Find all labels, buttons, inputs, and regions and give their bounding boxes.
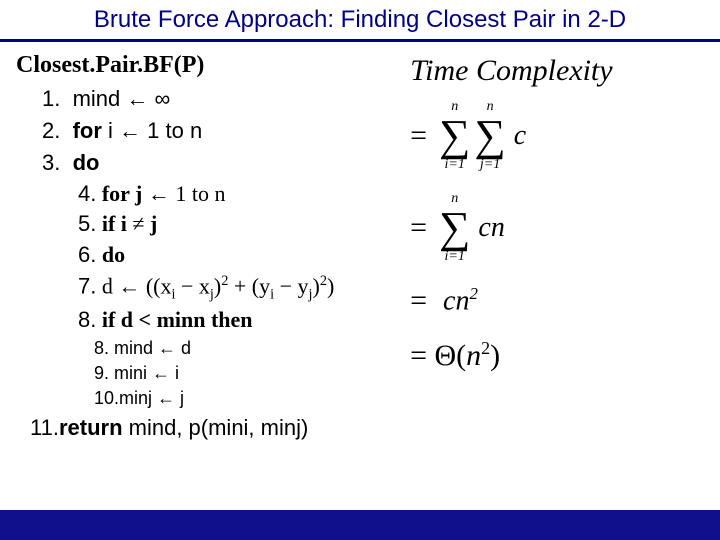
algo-line-4: 4. for j ← 1 to n xyxy=(78,179,370,210)
equals-icon: = xyxy=(410,211,427,245)
slide-title: Brute Force Approach: Finding Closest Pa… xyxy=(94,6,626,34)
algorithm-column: Closest.Pair.BF(P) 1. mind ← ∞ 2. for i … xyxy=(0,42,380,510)
line-num: 11. xyxy=(30,415,59,440)
sigma-glyph: ∑ xyxy=(439,206,470,250)
line-text: mind ← ∞ xyxy=(73,86,171,111)
var-j: j xyxy=(150,211,157,236)
algo-line-6: 6. do xyxy=(78,240,370,271)
complexity-column: Time Complexity = n ∑ i=1 n ∑ j=1 c = n … xyxy=(380,42,720,510)
kw-do: do xyxy=(73,150,100,175)
kw-return: return xyxy=(59,415,123,440)
expr: − y xyxy=(274,273,308,298)
line-num: 1. xyxy=(42,86,60,111)
expr: − x xyxy=(176,273,210,298)
term-c: c xyxy=(514,120,526,152)
line-num: 2. xyxy=(42,118,60,143)
equals-icon: = xyxy=(410,284,427,318)
sigma-glyph: ∑ xyxy=(474,114,505,158)
line-num: 9. xyxy=(94,363,109,383)
var-n: n xyxy=(466,339,481,372)
title-bar: Brute Force Approach: Finding Closest Pa… xyxy=(0,0,720,42)
line-text: mind, p(mini, minj) xyxy=(123,415,309,440)
sigma-icon: n ∑ i=1 xyxy=(439,192,470,264)
expr: d ← ((x xyxy=(102,273,172,298)
line-num: 6. xyxy=(78,242,96,267)
algo-line-10: 10.minj ← j xyxy=(94,386,370,411)
line-text: ← 1 to n xyxy=(142,181,225,206)
line-num: 8. xyxy=(78,307,96,332)
kw-if: if i xyxy=(102,211,127,236)
algo-line-11: 11.return mind, p(mini, minj) xyxy=(30,415,370,441)
line-num: 10. xyxy=(94,388,119,408)
content-area: Closest.Pair.BF(P) 1. mind ← ∞ 2. for i … xyxy=(0,42,720,510)
math-row-3: = cn2 xyxy=(410,284,702,318)
algo-line-5: 5. if i ≠ j xyxy=(78,209,370,240)
theta-icon: Θ( xyxy=(435,339,467,372)
term-cn2: cn2 xyxy=(443,284,478,317)
close-paren: ) xyxy=(490,339,500,372)
line-num: 5. xyxy=(78,211,96,236)
expr: + (y xyxy=(228,273,270,298)
footer-bar xyxy=(0,510,720,540)
algo-line-8b: 8. mind ← d xyxy=(94,336,370,361)
line-text: mini ← i xyxy=(114,363,179,383)
math-row-2: = n ∑ i=1 cn xyxy=(410,192,702,264)
line-num: 7. xyxy=(78,273,96,298)
line-num: 4. xyxy=(78,181,96,206)
term-text: cn xyxy=(443,286,469,317)
algo-line-3: 3. do xyxy=(42,147,370,179)
expr: ) xyxy=(313,273,320,298)
math-row-1: = n ∑ i=1 n ∑ j=1 c xyxy=(410,100,702,172)
line-text: i ← 1 to n xyxy=(102,118,202,143)
line-num: 3. xyxy=(42,150,60,175)
sigma-icon: n ∑ j=1 xyxy=(474,100,505,172)
time-complexity-label: Time Complexity xyxy=(410,54,702,88)
ne-sym: ≠ xyxy=(127,211,150,236)
function-name: Closest.Pair.BF(P) xyxy=(16,52,370,79)
sum-lower: i=1 xyxy=(445,250,465,264)
equals-icon: = xyxy=(410,119,427,153)
math-row-4: = Θ(n2) xyxy=(410,338,702,373)
algo-line-9: 9. mini ← i xyxy=(94,361,370,386)
algo-line-7: 7. d ← ((xi − xj)2 + (yi − yj)2) xyxy=(78,271,370,305)
line-text: mind ← d xyxy=(114,338,191,358)
algo-line-2: 2. for i ← 1 to n xyxy=(42,115,370,147)
kw-if-then: if d < minn then xyxy=(102,307,253,332)
sup-2: 2 xyxy=(320,273,327,289)
sum-lower: i=1 xyxy=(445,158,465,172)
sup-2: 2 xyxy=(469,284,477,303)
algo-line-1: 1. mind ← ∞ xyxy=(42,83,370,115)
expr: ) xyxy=(327,273,334,298)
line-num: 8. xyxy=(94,338,109,358)
sigma-glyph: ∑ xyxy=(439,114,470,158)
kw-do: do xyxy=(102,242,125,267)
equals-icon: = xyxy=(410,339,427,372)
line-text: minj ← j xyxy=(119,388,184,408)
algo-line-8: 8. if d < minn then xyxy=(78,305,370,336)
kw-for: for xyxy=(73,118,102,143)
sup-2: 2 xyxy=(481,338,490,358)
sum-lower: j=1 xyxy=(480,158,500,172)
term-cn: cn xyxy=(478,212,504,244)
kw-for-j: for j xyxy=(102,181,143,206)
sigma-icon: n ∑ i=1 xyxy=(439,100,470,172)
